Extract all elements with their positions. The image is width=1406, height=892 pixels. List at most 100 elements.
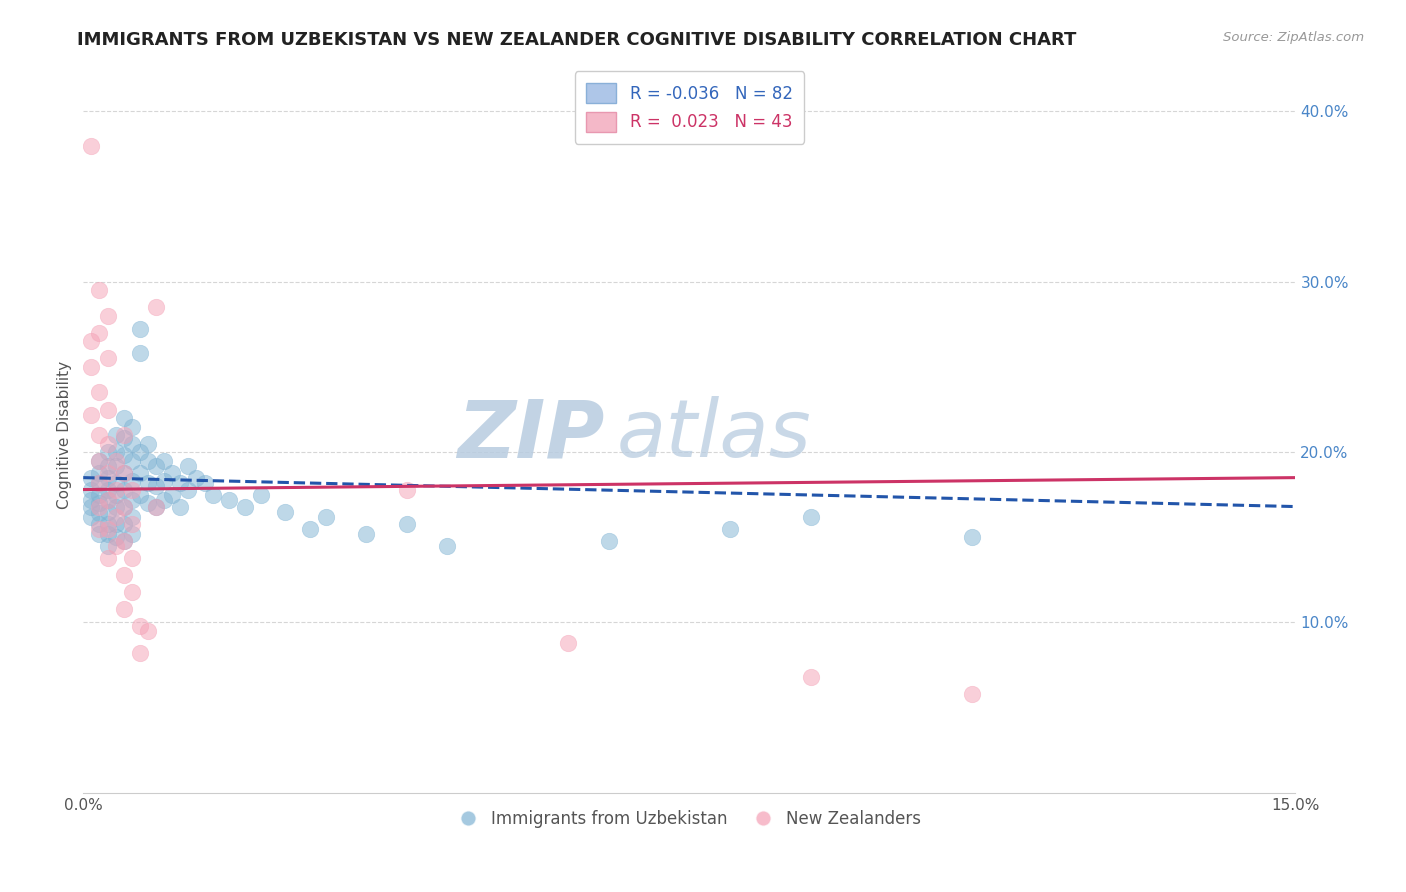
Point bbox=[800, 670, 823, 684]
Point bbox=[960, 530, 983, 544]
Point bbox=[89, 516, 111, 531]
Point bbox=[104, 428, 127, 442]
Point bbox=[96, 445, 118, 459]
Point bbox=[96, 492, 118, 507]
Point bbox=[121, 584, 143, 599]
Point bbox=[177, 458, 200, 473]
Legend: Immigrants from Uzbekistan, New Zealanders: Immigrants from Uzbekistan, New Zealande… bbox=[451, 803, 928, 834]
Point bbox=[96, 309, 118, 323]
Point bbox=[436, 539, 458, 553]
Point bbox=[145, 500, 167, 514]
Point bbox=[96, 402, 118, 417]
Point bbox=[104, 516, 127, 531]
Point bbox=[136, 453, 159, 467]
Point bbox=[121, 516, 143, 531]
Point bbox=[136, 624, 159, 638]
Point bbox=[354, 526, 377, 541]
Point bbox=[315, 509, 337, 524]
Point bbox=[80, 138, 103, 153]
Point bbox=[89, 507, 111, 521]
Point bbox=[89, 475, 111, 490]
Point bbox=[80, 408, 103, 422]
Point bbox=[112, 432, 135, 446]
Point bbox=[201, 488, 224, 502]
Point bbox=[80, 470, 103, 484]
Point bbox=[128, 445, 150, 459]
Point bbox=[128, 619, 150, 633]
Point bbox=[274, 505, 297, 519]
Point bbox=[169, 475, 191, 490]
Point bbox=[395, 516, 418, 531]
Point bbox=[121, 526, 143, 541]
Y-axis label: Cognitive Disability: Cognitive Disability bbox=[58, 361, 72, 509]
Point bbox=[128, 466, 150, 480]
Point bbox=[145, 301, 167, 315]
Point bbox=[145, 458, 167, 473]
Point bbox=[89, 488, 111, 502]
Point bbox=[112, 516, 135, 531]
Point bbox=[298, 522, 321, 536]
Point bbox=[89, 326, 111, 340]
Point bbox=[112, 567, 135, 582]
Point bbox=[89, 283, 111, 297]
Point bbox=[112, 533, 135, 548]
Point bbox=[80, 359, 103, 374]
Point bbox=[177, 483, 200, 497]
Point bbox=[80, 509, 103, 524]
Point bbox=[89, 428, 111, 442]
Point bbox=[96, 458, 118, 473]
Point bbox=[128, 646, 150, 660]
Point bbox=[104, 445, 127, 459]
Point bbox=[96, 492, 118, 507]
Point bbox=[89, 500, 111, 514]
Point bbox=[112, 500, 135, 514]
Point bbox=[89, 475, 111, 490]
Point bbox=[112, 411, 135, 425]
Point bbox=[96, 470, 118, 484]
Text: atlas: atlas bbox=[617, 396, 811, 474]
Point bbox=[718, 522, 741, 536]
Point bbox=[121, 436, 143, 450]
Point bbox=[121, 453, 143, 467]
Point bbox=[121, 419, 143, 434]
Point bbox=[96, 466, 118, 480]
Point bbox=[104, 453, 127, 467]
Point bbox=[128, 346, 150, 360]
Point bbox=[136, 496, 159, 510]
Point bbox=[89, 496, 111, 510]
Point bbox=[136, 436, 159, 450]
Point bbox=[80, 483, 103, 497]
Point bbox=[598, 533, 620, 548]
Point bbox=[112, 500, 135, 514]
Point bbox=[96, 505, 118, 519]
Point bbox=[112, 428, 135, 442]
Point bbox=[128, 322, 150, 336]
Point bbox=[104, 483, 127, 497]
Point bbox=[96, 526, 118, 541]
Point bbox=[800, 509, 823, 524]
Point bbox=[160, 488, 183, 502]
Point bbox=[89, 453, 111, 467]
Point bbox=[112, 466, 135, 480]
Point bbox=[112, 601, 135, 615]
Point bbox=[112, 533, 135, 548]
Point bbox=[89, 453, 111, 467]
Point bbox=[89, 522, 111, 536]
Point bbox=[104, 500, 127, 514]
Point bbox=[96, 539, 118, 553]
Point bbox=[169, 500, 191, 514]
Point bbox=[96, 550, 118, 565]
Point bbox=[160, 466, 183, 480]
Point bbox=[193, 475, 215, 490]
Point bbox=[233, 500, 256, 514]
Point bbox=[121, 483, 143, 497]
Point bbox=[153, 474, 176, 488]
Point bbox=[104, 488, 127, 502]
Text: Source: ZipAtlas.com: Source: ZipAtlas.com bbox=[1223, 31, 1364, 45]
Point bbox=[96, 522, 118, 536]
Point bbox=[121, 492, 143, 507]
Point bbox=[121, 474, 143, 488]
Point bbox=[104, 475, 127, 490]
Point bbox=[104, 530, 127, 544]
Point bbox=[96, 516, 118, 531]
